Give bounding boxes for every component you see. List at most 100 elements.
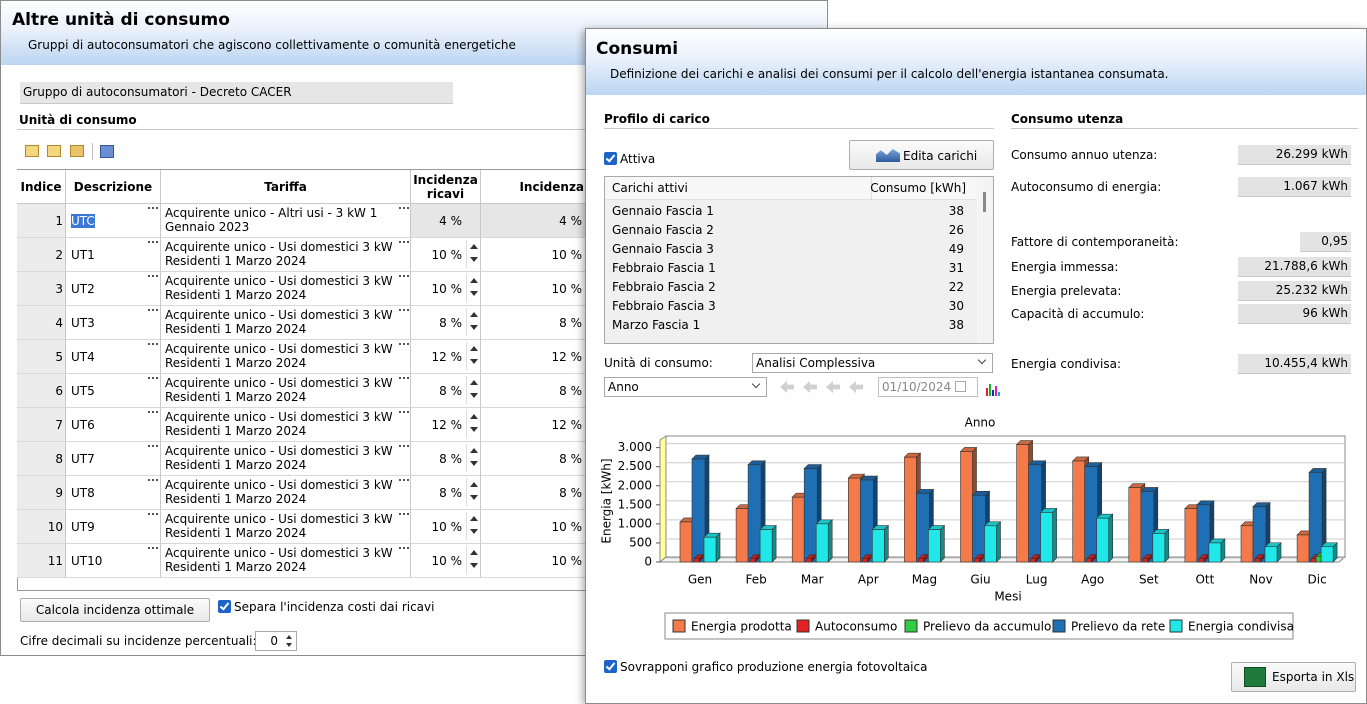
- field-label: Energia immessa:: [1011, 260, 1119, 274]
- spin-up: [470, 244, 478, 249]
- row-ricavi: 8 %: [439, 384, 462, 398]
- chart-icon[interactable]: [986, 388, 988, 396]
- spin-down: [470, 495, 478, 500]
- ellipsis-button[interactable]: [147, 512, 159, 522]
- chart-icon[interactable]: [992, 390, 994, 396]
- list-name: Febbraio Fascia 1: [612, 261, 716, 275]
- edit-button-text[interactable]: Edita carichi: [903, 149, 978, 163]
- table-cell: [161, 510, 411, 544]
- ellipsis-button[interactable]: [398, 546, 410, 556]
- decimals-spinner[interactable]: 0: [255, 631, 297, 651]
- row-tariff-line: Gennaio 2023: [165, 220, 250, 234]
- spinner[interactable]: [466, 376, 480, 404]
- checkbox-label[interactable]: Attiva: [620, 152, 656, 166]
- checkbox-label[interactable]: Separa l'incidenza costi dai ricavi: [234, 600, 435, 614]
- table-cell: [66, 374, 161, 408]
- row-costi: 4 %: [559, 214, 582, 228]
- row-index: 4: [55, 316, 63, 330]
- edit-button[interactable]: [849, 140, 994, 170]
- row-tariff-line: Residenti 1 Marzo 2024: [165, 424, 307, 438]
- row-index: 1: [55, 214, 63, 228]
- toolbar-icon[interactable]: [70, 145, 84, 157]
- ellipsis-button[interactable]: [147, 478, 159, 488]
- ellipsis-button[interactable]: [398, 444, 410, 454]
- chart-icon[interactable]: [998, 392, 1000, 396]
- spinner[interactable]: [466, 410, 480, 438]
- toolbar-icon[interactable]: [100, 145, 114, 158]
- toolbar-icon[interactable]: [47, 145, 61, 157]
- ellipsis-button[interactable]: [398, 342, 410, 352]
- toolbar-sep: [92, 143, 93, 160]
- xls-icon: [1244, 667, 1266, 687]
- ellipsis-button[interactable]: [398, 512, 410, 522]
- checkbox-label[interactable]: Sovrapponi grafico produzione energia fo…: [620, 660, 928, 674]
- field-value: 1.067 kWh: [1238, 177, 1351, 197]
- spinner[interactable]: [466, 512, 480, 540]
- row-name: UT3: [71, 316, 95, 330]
- list-value: 49: [948, 242, 964, 256]
- row-ricavi: 10 %: [431, 520, 463, 534]
- ellipsis-button[interactable]: [147, 308, 159, 318]
- chart-icon[interactable]: [995, 386, 997, 396]
- load-list: [604, 176, 994, 344]
- unit-label: Unità di consumo:: [604, 356, 713, 370]
- table-cell: [161, 374, 411, 408]
- row-name: UT4: [71, 350, 95, 364]
- ellipsis-button[interactable]: [398, 478, 410, 488]
- ellipsis-button[interactable]: [147, 444, 159, 454]
- row-tariff-line: Acquirente unico - Usi domestici 3 kW: [165, 410, 393, 424]
- row-tariff-line: Residenti 1 Marzo 2024: [165, 390, 307, 404]
- calcola-button[interactable]: Calcola incidenza ottimale: [20, 598, 210, 622]
- spinner[interactable]: [466, 444, 480, 472]
- spinner[interactable]: [466, 240, 480, 268]
- spinner[interactable]: [466, 546, 480, 574]
- ellipsis-button[interactable]: [147, 342, 159, 352]
- unit-combo[interactable]: [752, 353, 993, 373]
- ellipsis-button[interactable]: [398, 240, 410, 250]
- date-field[interactable]: 01/10/2024: [878, 377, 978, 397]
- ellipsis-button[interactable]: [147, 546, 159, 556]
- table-cell: [411, 408, 481, 442]
- ellipsis-button[interactable]: [147, 206, 159, 216]
- row-name: UT5: [71, 384, 95, 398]
- ellipsis-button[interactable]: [147, 240, 159, 250]
- toolbar-icon[interactable]: [25, 145, 39, 157]
- spinner[interactable]: [466, 308, 480, 336]
- index-cell: [17, 544, 66, 578]
- chart-icon[interactable]: [989, 384, 991, 396]
- checkbox[interactable]: [604, 660, 617, 673]
- list-value: 38: [948, 204, 964, 218]
- window-subtitle: Definizione dei carichi e analisi dei co…: [610, 67, 1169, 81]
- ellipsis-button[interactable]: [398, 410, 410, 420]
- ellipsis-button[interactable]: [398, 206, 410, 216]
- table-cell: [66, 476, 161, 510]
- list-name: Gennaio Fascia 2: [612, 223, 714, 237]
- row-tariff-line: Residenti 1 Marzo 2024: [165, 254, 307, 268]
- table-cell: [161, 272, 411, 306]
- checkbox[interactable]: [218, 600, 231, 613]
- spin-down: [470, 291, 478, 296]
- list-value: 30: [948, 299, 964, 313]
- row-ricavi: 8 %: [439, 486, 462, 500]
- table-cell: [411, 272, 481, 306]
- ellipsis-button[interactable]: [398, 274, 410, 284]
- table-header: Incidenza ricavi: [411, 170, 481, 204]
- period-combo[interactable]: [604, 377, 767, 397]
- ellipsis-button[interactable]: [147, 410, 159, 420]
- spin-up: [470, 346, 478, 351]
- section-title: Unità di consumo: [19, 113, 137, 127]
- table-cell: [161, 544, 411, 578]
- spinner[interactable]: [466, 342, 480, 370]
- ellipsis-button[interactable]: [398, 376, 410, 386]
- index-cell: [17, 238, 66, 272]
- checkbox[interactable]: [604, 152, 617, 165]
- ellipsis-button[interactable]: [147, 376, 159, 386]
- list-value: 38: [948, 318, 964, 332]
- export-button-text[interactable]: Esporta in Xls: [1272, 670, 1355, 684]
- row-tariff-line: Residenti 1 Marzo 2024: [165, 560, 307, 574]
- spinner[interactable]: [466, 274, 480, 302]
- ellipsis-button[interactable]: [147, 274, 159, 284]
- ellipsis-button[interactable]: [398, 308, 410, 318]
- field-label: Consumo annuo utenza:: [1011, 148, 1158, 162]
- spinner[interactable]: [466, 478, 480, 506]
